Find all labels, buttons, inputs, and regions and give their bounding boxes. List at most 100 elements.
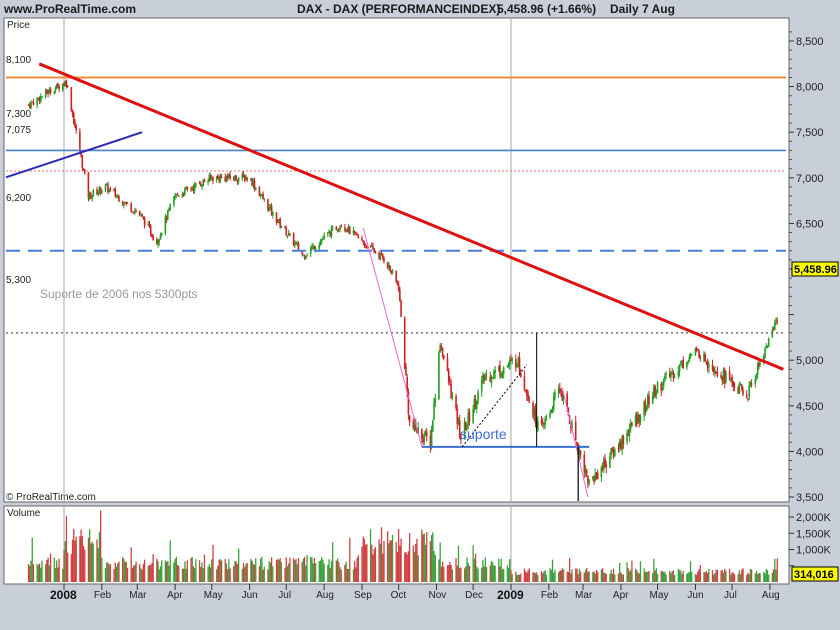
y-tick-label: 7,000 (796, 173, 824, 185)
candle-body (465, 422, 467, 430)
candle-body (301, 250, 303, 254)
candle-body (637, 413, 639, 424)
candle-body (82, 168, 85, 170)
candle-body (678, 364, 681, 372)
candle-body (378, 252, 380, 259)
candle-body (434, 398, 437, 403)
candle-body (344, 227, 346, 231)
candle-body (593, 477, 595, 483)
candle-body (460, 436, 462, 440)
candle-body (107, 184, 109, 192)
candle-body (276, 221, 279, 223)
support-annotation: suporte (460, 426, 507, 442)
candle-body (621, 436, 623, 450)
candle-body (677, 371, 680, 376)
candle-body (361, 237, 363, 240)
candle-body (646, 395, 649, 405)
candle-body (458, 419, 461, 438)
candle-body (63, 84, 65, 86)
candle-body (279, 218, 281, 228)
candle-body (559, 388, 561, 390)
candle-body (92, 190, 95, 197)
candle-body (364, 244, 367, 246)
candle-body (651, 396, 654, 404)
x-tick-label: May (204, 590, 223, 601)
downtrend-line (38, 62, 784, 371)
candle-body (497, 367, 500, 371)
candle-body (723, 369, 726, 384)
candle-body (27, 104, 30, 106)
y-tick-label: 3,500 (796, 492, 824, 504)
candle-body (634, 415, 637, 427)
candle-body (720, 374, 722, 378)
candle-body (661, 387, 664, 390)
candle-body (457, 421, 460, 423)
site-title[interactable]: www.ProRealTime.com (3, 2, 136, 16)
candle-body (289, 233, 291, 235)
candle-body (48, 89, 51, 94)
candle-body (545, 418, 548, 420)
candle-body (267, 199, 269, 211)
candle-body (381, 254, 384, 259)
candle-body (31, 101, 34, 103)
candle-body (80, 151, 82, 156)
candle-body (686, 362, 688, 368)
candle-body (578, 449, 581, 455)
candle-body (603, 460, 605, 470)
candle-body (37, 98, 40, 100)
candle-body (617, 448, 620, 450)
candle-body (774, 322, 776, 330)
candle-body (97, 192, 99, 196)
candle-body (397, 284, 400, 291)
candle-body (39, 95, 42, 102)
candle-body (108, 188, 110, 193)
candle-body (234, 175, 236, 180)
candle-body (706, 362, 709, 368)
candle-body (380, 252, 383, 255)
candle-body (715, 371, 717, 374)
candle-body (209, 174, 212, 178)
candle-body (480, 380, 483, 392)
candle-body (732, 381, 735, 387)
candle-body (635, 414, 638, 425)
candle-body (742, 390, 744, 395)
candle-body (450, 384, 452, 399)
y-tick-label: 7,500 (796, 127, 824, 139)
candle-body (759, 363, 761, 365)
level-label-7075: 7,075 (6, 125, 31, 136)
dotted-rise-line (461, 364, 528, 448)
candle-body (484, 377, 487, 379)
volume-series (27, 510, 778, 582)
candle-body (704, 354, 706, 362)
candle-body (158, 239, 161, 243)
candle-body (199, 183, 202, 187)
candle-body (105, 184, 108, 186)
candle-body (193, 183, 196, 191)
x-tick-label: Feb (541, 590, 559, 601)
candle-body (242, 173, 245, 177)
candle-body (61, 84, 64, 91)
candle-body (389, 265, 391, 271)
candle-body (287, 233, 290, 236)
candle-body (456, 408, 459, 425)
candle-body (690, 354, 693, 356)
candle-body (285, 228, 288, 236)
candle-body (566, 393, 568, 407)
candle-body (544, 418, 546, 424)
candle-body (353, 230, 356, 233)
candle-body (627, 433, 630, 436)
candle-body (373, 248, 376, 253)
candle-body (750, 383, 753, 385)
candle-body (328, 231, 330, 234)
candle-body (552, 396, 555, 410)
candle-body (191, 188, 194, 190)
candle-body (698, 351, 700, 358)
candle-body (455, 396, 457, 409)
candle-body (319, 241, 322, 246)
candle-body (731, 376, 733, 383)
candle-body (570, 425, 572, 429)
candle-body (747, 398, 749, 400)
candle-body (423, 436, 426, 443)
candle-body (571, 423, 573, 430)
candle-body (306, 254, 308, 256)
